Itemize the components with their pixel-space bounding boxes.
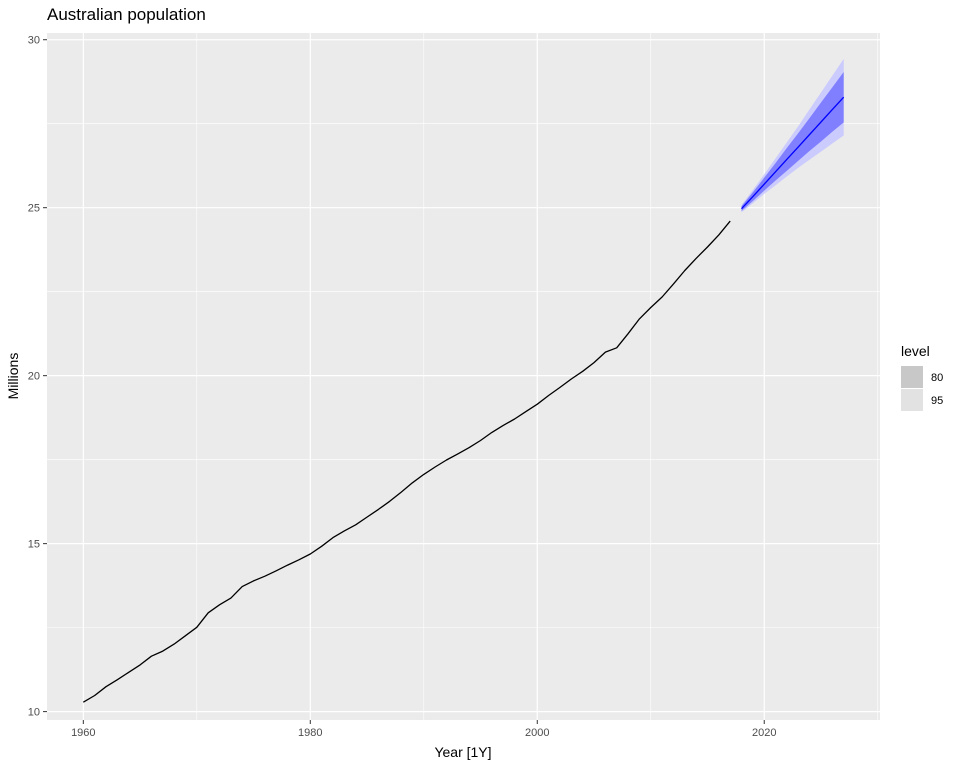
forecast-line <box>741 96 845 210</box>
y-axis-title: Millions <box>5 353 21 400</box>
legend-title: level <box>901 343 930 359</box>
band-95 <box>741 58 844 213</box>
forecast-intervals <box>741 58 844 213</box>
y-tick-label: 20 <box>28 371 40 383</box>
x-tick-label: 1960 <box>71 727 95 739</box>
minor-gridlines <box>47 33 880 720</box>
chart-title: Australian population <box>47 5 206 24</box>
legend-label-95: 95 <box>931 395 943 407</box>
legend: level 80 95 <box>901 343 943 411</box>
y-tick-label: 30 <box>28 35 40 47</box>
legend-key-80 <box>901 366 923 388</box>
major-gridlines <box>47 33 880 720</box>
y-tick-label: 10 <box>28 707 40 719</box>
legend-label-80: 80 <box>931 372 943 384</box>
series-lines <box>82 96 845 703</box>
x-tick-label: 2020 <box>752 727 776 739</box>
y-axis: 10 15 20 25 30 <box>28 35 47 719</box>
band-80 <box>741 72 844 211</box>
x-tick-label: 1980 <box>298 727 322 739</box>
x-tick-label: 2000 <box>525 727 549 739</box>
legend-key-95 <box>901 389 923 411</box>
history-line <box>82 220 731 703</box>
y-tick-label: 25 <box>28 203 40 215</box>
plot-panel <box>47 33 880 720</box>
x-axis: 1960 1980 2000 2020 <box>71 720 776 739</box>
y-tick-label: 15 <box>28 539 40 551</box>
x-axis-title: Year [1Y] <box>434 744 491 760</box>
